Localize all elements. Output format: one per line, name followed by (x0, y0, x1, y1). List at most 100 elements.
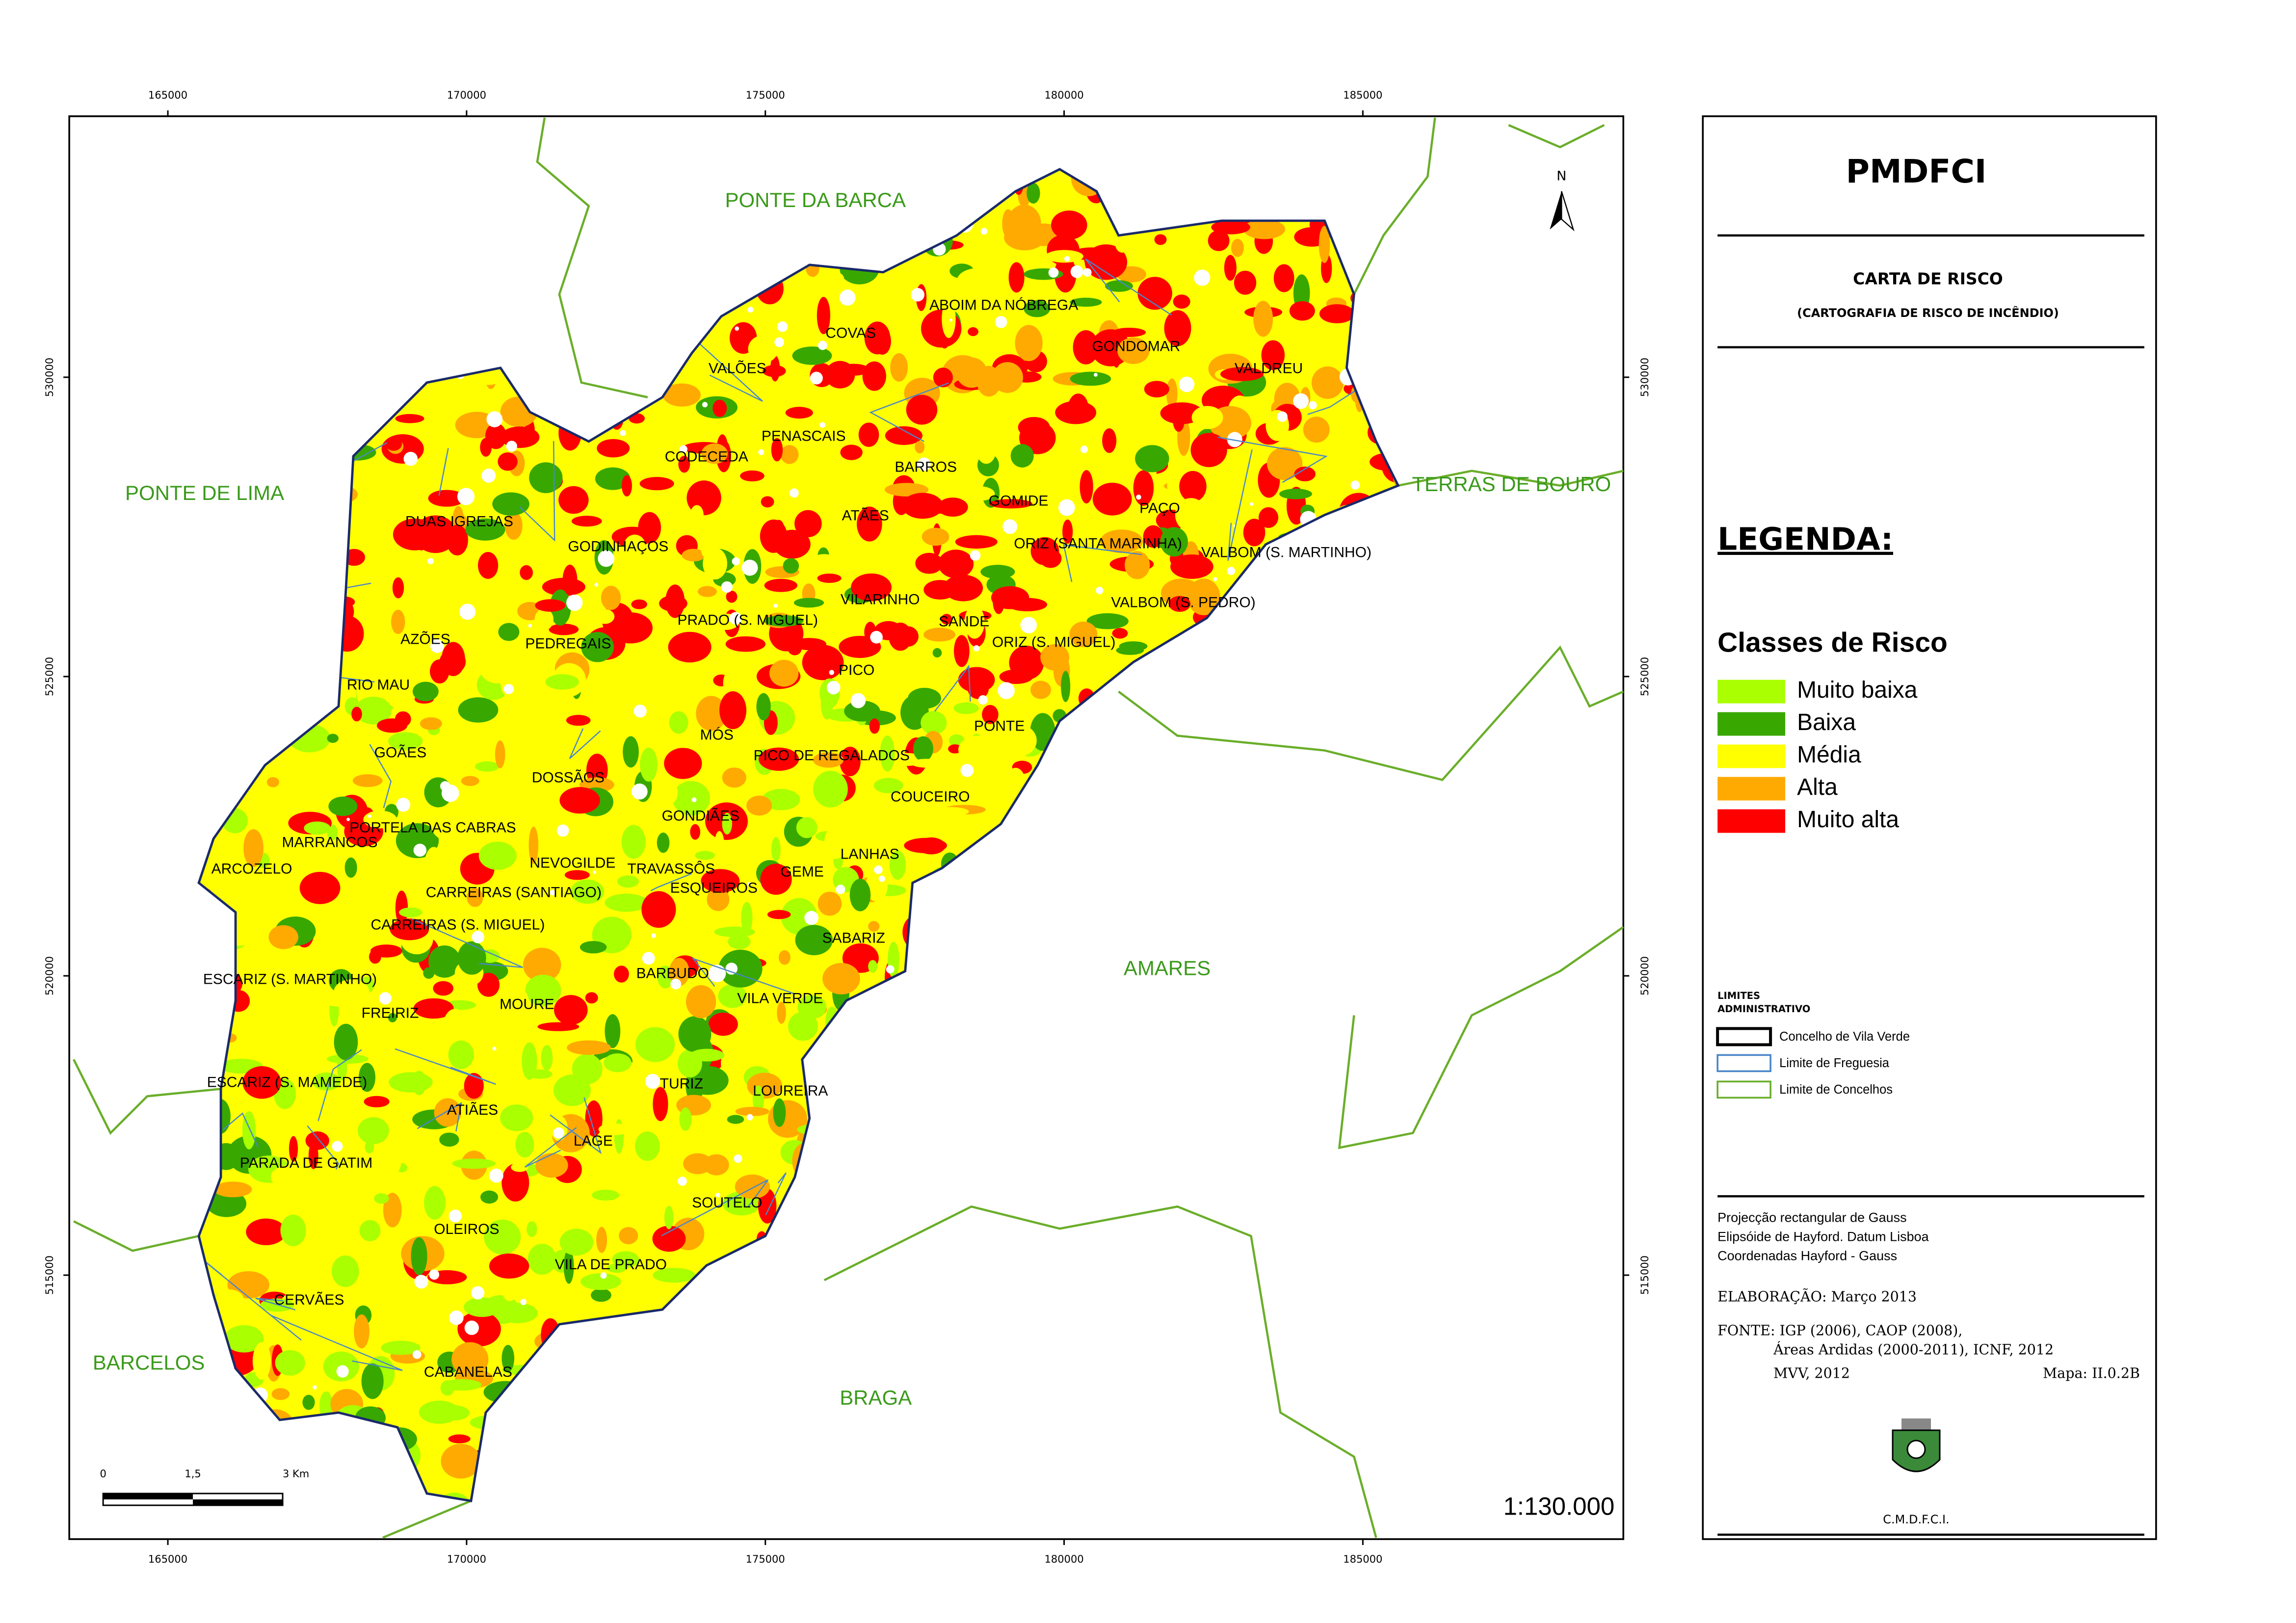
risk-patch (788, 1012, 818, 1041)
risk-patch (922, 527, 950, 546)
parish-boundary (691, 957, 795, 995)
neighbor-label: TERRAS DE BOURO (1412, 472, 1611, 496)
risk-patch (662, 782, 678, 804)
risk-patch (480, 438, 492, 457)
risk-patch (489, 1253, 529, 1279)
risk-patch (1102, 428, 1117, 453)
risk-patch (541, 1045, 553, 1071)
risk-patch (707, 888, 730, 911)
risk-patch (280, 1214, 306, 1247)
risk-patch (596, 1227, 607, 1253)
risk-gap (734, 1154, 742, 1163)
risk-patch (873, 328, 891, 355)
parish-label: LAGE (574, 1133, 613, 1149)
risk-gap (980, 228, 988, 235)
risk-gap (1179, 376, 1195, 393)
risk-patch (778, 950, 791, 965)
risk-patch (214, 1289, 244, 1309)
risk-gap (429, 1269, 440, 1280)
parish-label: GONDOMAR (1092, 339, 1181, 355)
risk-patch (358, 1063, 376, 1092)
x-tick-label: 165000 (148, 89, 187, 101)
risk-patch (619, 1227, 638, 1245)
risk-gap (917, 457, 931, 471)
risk-gap (874, 865, 883, 874)
parish-label: VILARINHO (841, 592, 920, 608)
parish-label: ARCOZELO (211, 861, 292, 877)
parish-label: CABANELAS (424, 1364, 512, 1380)
risk-patch (915, 552, 943, 574)
risk-patch (412, 565, 456, 603)
risk-patch (423, 967, 435, 979)
risk-gap (747, 882, 751, 886)
parish-boundary (650, 873, 692, 891)
risk-gap (1194, 269, 1211, 286)
risk-gap (449, 1209, 462, 1223)
risk-patch (344, 857, 357, 878)
risk-patch (862, 361, 886, 391)
parish-label: LANHAS (841, 846, 899, 862)
risk-patch (764, 578, 798, 592)
x-tick-label: 170000 (447, 89, 486, 101)
risk-patch (523, 947, 561, 982)
parish-label: VALDREU (1235, 361, 1303, 377)
risk-gap (632, 784, 648, 800)
legend-swatch (1717, 712, 1786, 736)
risk-patch (758, 1188, 777, 1224)
risk-patch (761, 496, 774, 508)
risk-patch (461, 776, 479, 786)
risk-patch (388, 732, 423, 750)
risk-patch (535, 1153, 568, 1178)
risk-patch (528, 1069, 553, 1079)
risk-gap (735, 326, 739, 331)
risk-patch (718, 984, 747, 1008)
risk-patch (1115, 235, 1130, 253)
x-tick-label: 180000 (1044, 1553, 1083, 1565)
risk-patch (395, 414, 424, 423)
risk-patch (563, 1249, 574, 1284)
risk-patch (813, 770, 848, 808)
risk-patch (467, 888, 483, 907)
risk-patch (534, 608, 554, 630)
risk-patch (701, 869, 740, 893)
risk-patch (448, 1434, 471, 1443)
risk-patch (725, 636, 766, 652)
risk-patch (976, 435, 997, 464)
risk-gap (998, 682, 1015, 699)
risk-patch (500, 1104, 533, 1131)
risk-patch (1069, 621, 1098, 647)
parish-label: PEDREGAIS (525, 636, 611, 652)
risk-patch (1135, 445, 1169, 472)
risk-patch (1311, 366, 1344, 399)
risk-patch (346, 889, 375, 911)
risk-patch (1073, 330, 1099, 365)
risk-patch (668, 631, 712, 663)
parish-label: SANDE (939, 614, 989, 630)
risk-patch (452, 1158, 496, 1169)
risk-gap (973, 645, 980, 652)
legend-swatch (1717, 777, 1786, 801)
risk-patch (1166, 378, 1178, 409)
risk-gap (594, 582, 599, 587)
risk-patch (598, 1123, 630, 1135)
risk-patch (773, 1098, 786, 1127)
risk-patch (607, 1263, 627, 1273)
risk-patch (304, 821, 331, 835)
risk-patch (822, 963, 860, 995)
risk-gap (449, 1310, 464, 1325)
risk-patch (1070, 371, 1111, 386)
parish-label: CARREIRAS (S. MIGUEL) (370, 916, 545, 933)
risk-patch (334, 1023, 358, 1060)
parish-label: VALBOM (S. PEDRO) (1111, 595, 1255, 611)
risk-patch (794, 510, 822, 537)
parish-label: VALBOM (S. MARTINHO) (1201, 545, 1372, 561)
risk-patch (889, 850, 906, 880)
risk-patch (955, 535, 998, 549)
parish-label: PARADA DE GATIM (240, 1155, 372, 1171)
y-tick-label: 515000 (44, 1256, 55, 1295)
risk-patch (880, 735, 895, 772)
risk-patch (689, 1048, 725, 1062)
north-arrow: N (1550, 168, 1575, 232)
risk-patch (310, 1187, 334, 1214)
risk-patch (361, 1363, 384, 1399)
